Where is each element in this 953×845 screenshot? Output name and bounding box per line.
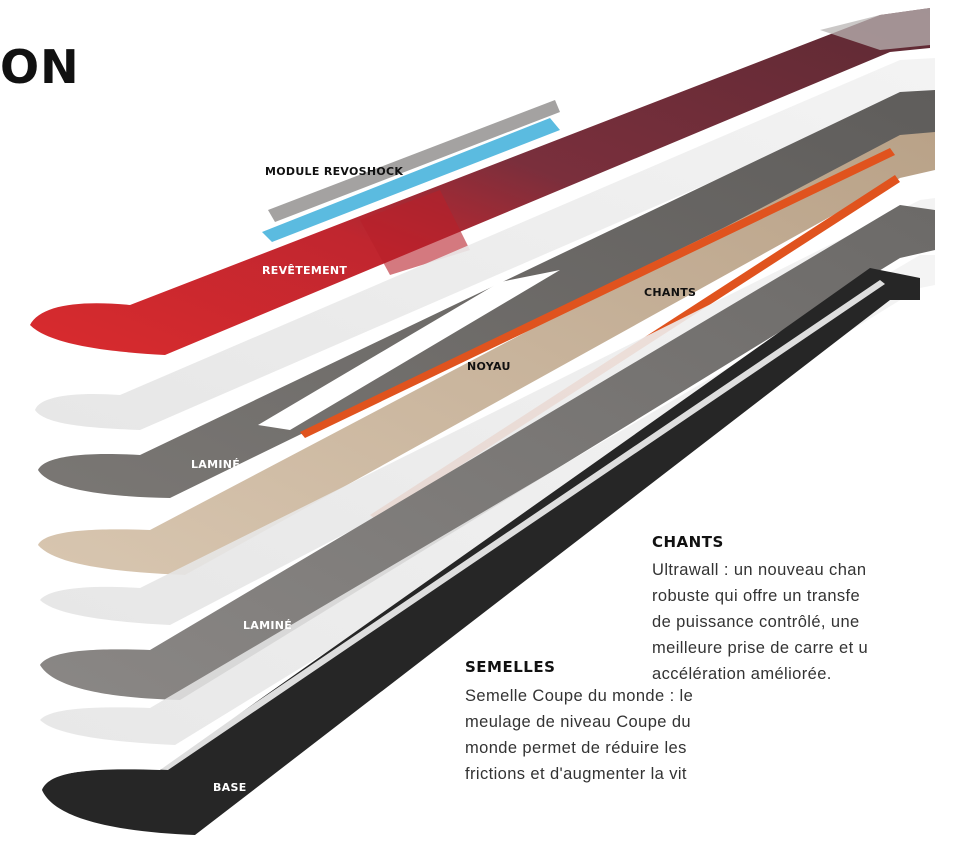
- section-chants-text: Ultrawall : un nouveau chan robuste qui …: [652, 557, 953, 689]
- layer-laminate-bottom: [40, 205, 935, 700]
- chants-line: robuste qui offre un transfe: [652, 587, 861, 605]
- label-chants: CHANTS: [644, 286, 697, 299]
- layer-revoshock: [262, 100, 560, 242]
- section-chants-title: CHANTS: [652, 533, 724, 551]
- chants-line: meilleure prise de carre et u: [652, 639, 869, 657]
- chants-line: Ultrawall : un nouveau chan: [652, 561, 867, 579]
- label-lamine-bottom: LAMINÉ: [243, 619, 293, 632]
- semelles-line: frictions et d'augmenter la vit: [465, 765, 687, 783]
- section-semelles-title: SEMELLES: [465, 658, 556, 676]
- label-revoshock-module: MODULE REVOSHOCK: [265, 165, 404, 178]
- semelles-line: Semelle Coupe du monde : le: [465, 687, 694, 705]
- page-heading: ON: [0, 40, 80, 94]
- semelles-line: meulage de niveau Coupe du: [465, 713, 691, 731]
- layer-clear-1: [35, 58, 935, 430]
- layer-topsheet: [30, 8, 930, 355]
- semelles-line: monde permet de réduire les: [465, 739, 687, 757]
- label-lamine-top: LAMINÉ: [191, 458, 241, 471]
- chants-line: accélération améliorée.: [652, 665, 832, 683]
- chants-line: de puissance contrôlé, une: [652, 613, 860, 631]
- layer-laminate-top: [38, 90, 935, 498]
- label-base: BASE: [213, 781, 247, 794]
- label-revetement: REVÊTEMENT: [262, 264, 348, 277]
- layer-base: [42, 268, 920, 835]
- label-noyau: NOYAU: [467, 360, 511, 373]
- section-semelles-text: Semelle Coupe du monde : le meulage de n…: [465, 683, 765, 845]
- layer-clear-2: [40, 198, 935, 625]
